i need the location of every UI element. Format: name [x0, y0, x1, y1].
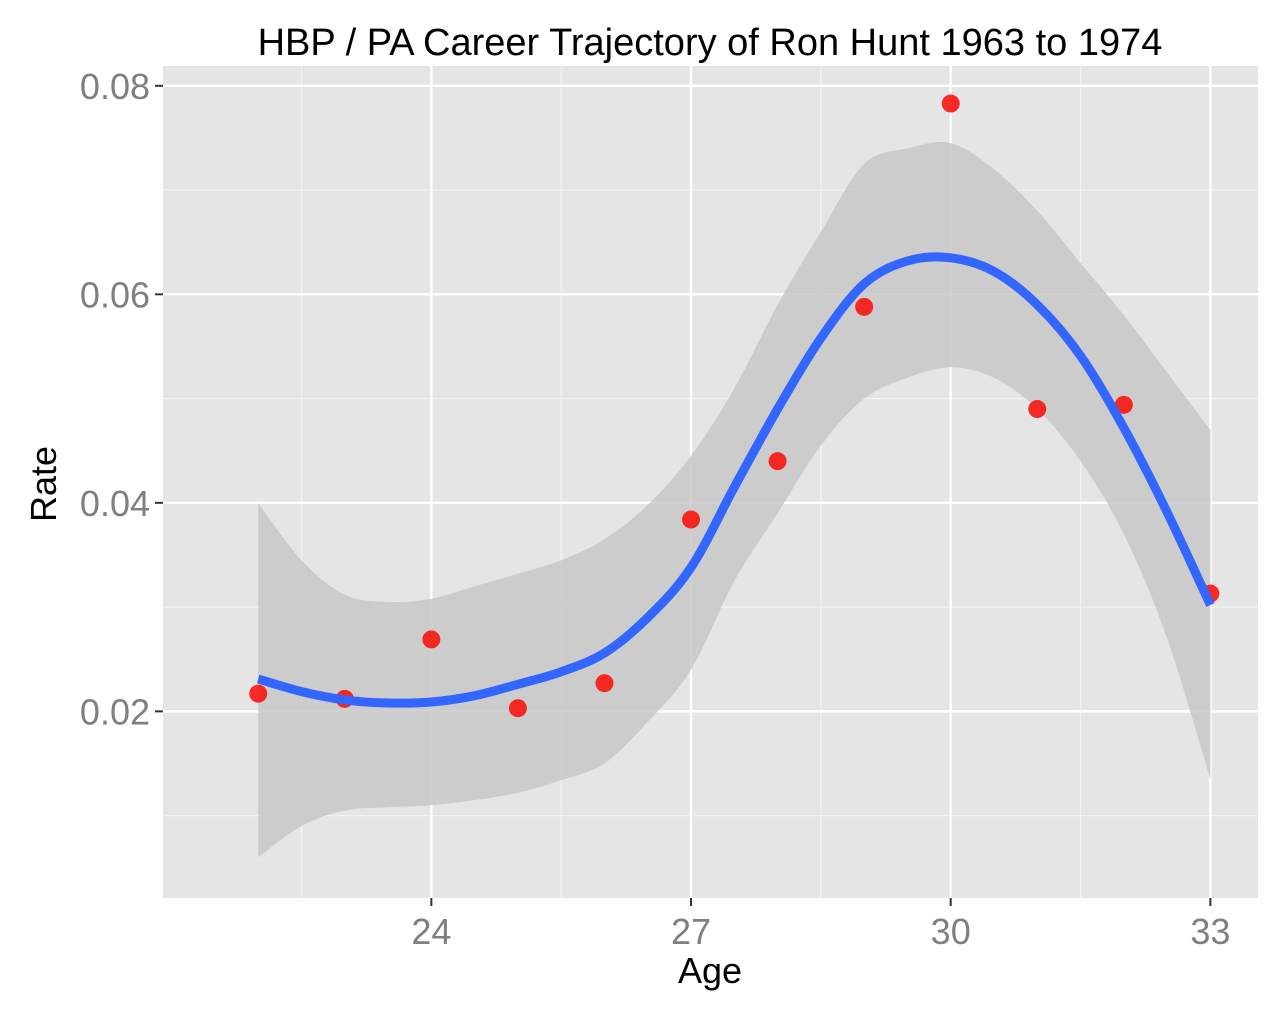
y-tick-label: 0.06	[80, 274, 150, 315]
data-point	[941, 94, 960, 113]
x-tick-labels: 24 27 30 33	[411, 911, 1230, 952]
x-tick-label: 33	[1190, 911, 1230, 952]
x-tick-label: 30	[931, 911, 971, 952]
data-point	[508, 699, 527, 718]
y-axis-title: Rate	[23, 446, 64, 522]
data-point	[768, 452, 787, 471]
x-axis-title: Age	[678, 950, 742, 991]
y-tick-label: 0.08	[80, 66, 150, 107]
data-point	[1114, 395, 1133, 414]
data-point	[1028, 400, 1047, 419]
y-tick-label: 0.02	[80, 691, 150, 732]
data-point	[422, 630, 441, 649]
chart-title: HBP / PA Career Trajectory of Ron Hunt 1…	[258, 22, 1163, 64]
data-point	[682, 510, 701, 529]
y-tick-label: 0.04	[80, 483, 150, 524]
data-point	[249, 684, 268, 703]
x-tick-label: 24	[411, 911, 451, 952]
smooth-trend-line	[256, 252, 1215, 708]
x-tick-label: 27	[671, 911, 711, 952]
data-point	[595, 674, 614, 693]
y-tick-labels: 0.02 0.04 0.06 0.08	[80, 66, 150, 733]
axis-ticks	[155, 84, 1212, 906]
data-point	[855, 297, 874, 316]
confidence-band	[258, 142, 1211, 858]
